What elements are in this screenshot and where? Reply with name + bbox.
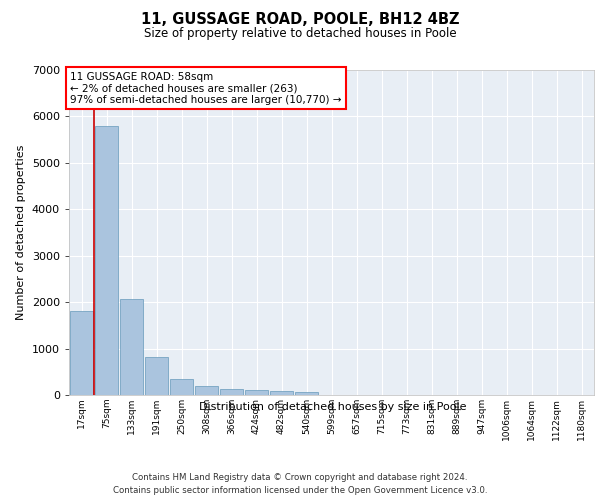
Text: Size of property relative to detached houses in Poole: Size of property relative to detached ho…	[143, 28, 457, 40]
Bar	[70, 312, 94, 395]
Bar	[95, 126, 118, 395]
Text: 11 GUSSAGE ROAD: 58sqm
← 2% of detached houses are smaller (263)
97% of semi-det: 11 GUSSAGE ROAD: 58sqm ← 2% of detached …	[70, 72, 341, 105]
Bar	[245, 390, 268, 395]
Bar	[220, 390, 244, 395]
Bar	[295, 392, 319, 395]
Text: Contains HM Land Registry data © Crown copyright and database right 2024.: Contains HM Land Registry data © Crown c…	[132, 472, 468, 482]
Bar	[194, 386, 218, 395]
Text: Distribution of detached houses by size in Poole: Distribution of detached houses by size …	[199, 402, 467, 412]
Bar	[119, 300, 143, 395]
Bar	[269, 390, 293, 395]
Y-axis label: Number of detached properties: Number of detached properties	[16, 145, 26, 320]
Bar	[170, 379, 193, 395]
Bar	[145, 358, 169, 395]
Text: 11, GUSSAGE ROAD, POOLE, BH12 4BZ: 11, GUSSAGE ROAD, POOLE, BH12 4BZ	[141, 12, 459, 28]
Text: Contains public sector information licensed under the Open Government Licence v3: Contains public sector information licen…	[113, 486, 487, 495]
